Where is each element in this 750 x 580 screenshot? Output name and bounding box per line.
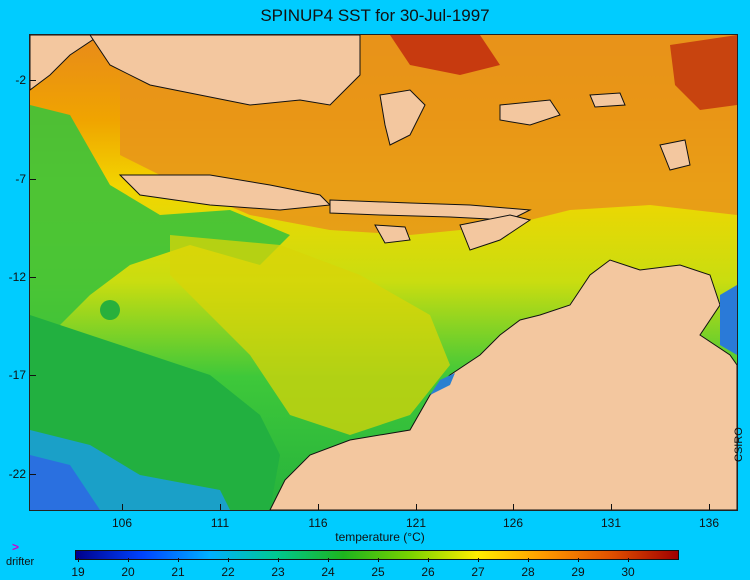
land-borneo	[89, 35, 361, 106]
colorbar-tick-label: 20	[121, 565, 135, 579]
lon-label: 126	[502, 516, 524, 530]
lon-label: 106	[111, 516, 133, 530]
colorbar-tick	[278, 558, 279, 562]
cold-eddy	[30, 455, 100, 510]
colorbar-tick-label: 22	[221, 565, 235, 579]
colorbar-tick	[578, 558, 579, 562]
colorbar-tick	[128, 558, 129, 562]
lat-tick	[30, 375, 36, 376]
lon-label: 111	[210, 516, 230, 530]
colorbar-tick-label: 21	[171, 565, 185, 579]
cool-water-west	[30, 105, 290, 335]
land-sulawesi	[379, 89, 426, 146]
hot-water-northeast	[390, 35, 500, 75]
lon-tick	[513, 504, 514, 510]
colorbar-tick-label: 19	[71, 565, 85, 579]
warm-plume-central	[170, 235, 450, 435]
colorbar-tick-label: 29	[571, 565, 585, 579]
colorbar-tick	[628, 558, 629, 562]
map-title: SPINUP4 SST for 30-Jul-1997	[260, 6, 490, 25]
lat-label: -12	[8, 270, 26, 284]
colorbar-tick	[78, 558, 79, 562]
lat-label: -2	[15, 73, 26, 87]
land-sumba	[374, 224, 411, 244]
drifter-icon: >	[12, 540, 20, 554]
colorbar-tick-label: 23	[271, 565, 285, 579]
colorbar-tick	[328, 558, 329, 562]
lat-tick	[30, 474, 36, 475]
eddy-feature	[100, 300, 120, 320]
colorbar-tick-label: 27	[471, 565, 485, 579]
land-island-small-2	[659, 139, 691, 171]
lon-tick	[709, 504, 710, 510]
land-island-east	[499, 99, 561, 126]
lat-tick	[30, 80, 36, 81]
lon-label: 131	[600, 516, 622, 530]
colorbar	[75, 550, 679, 560]
colorbar-tick-label: 28	[521, 565, 535, 579]
lon-label: 116	[308, 516, 328, 530]
land-island-small-1	[589, 92, 626, 108]
drifter-label: drifter	[6, 556, 35, 568]
cold-water-east-gulf	[720, 285, 737, 355]
lon-tick	[611, 504, 612, 510]
colorbar-tick	[528, 558, 529, 562]
colorbar-tick	[478, 558, 479, 562]
lon-tick	[318, 504, 319, 510]
credit-text: CSIRO	[733, 427, 745, 462]
lon-label: 136	[698, 516, 720, 530]
colorbar-tick	[378, 558, 379, 562]
colorbar-tick-label: 26	[421, 565, 435, 579]
sst-map	[29, 34, 738, 511]
land-timor	[459, 214, 532, 251]
colorbar-tick	[178, 558, 179, 562]
hot-water-east	[670, 35, 737, 110]
colorbar-tick-label: 24	[321, 565, 335, 579]
colorbar-tick	[428, 558, 429, 562]
colorbar-tick	[228, 558, 229, 562]
lon-tick	[220, 504, 221, 510]
coastal-cool-band	[430, 373, 455, 395]
lat-tick	[30, 179, 36, 180]
lat-label: -17	[8, 368, 26, 382]
lon-tick	[122, 504, 123, 510]
colorbar-tick-label: 30	[621, 565, 635, 579]
lat-label: -22	[8, 467, 26, 481]
land-australia	[269, 259, 737, 510]
lat-tick	[30, 277, 36, 278]
land-sumatra	[30, 35, 101, 91]
lon-tick	[416, 504, 417, 510]
lat-label: -7	[15, 172, 26, 186]
lon-label: 121	[405, 516, 427, 530]
colorbar-tick-label: 25	[371, 565, 385, 579]
colorbar-label: temperature (°C)	[335, 530, 425, 544]
